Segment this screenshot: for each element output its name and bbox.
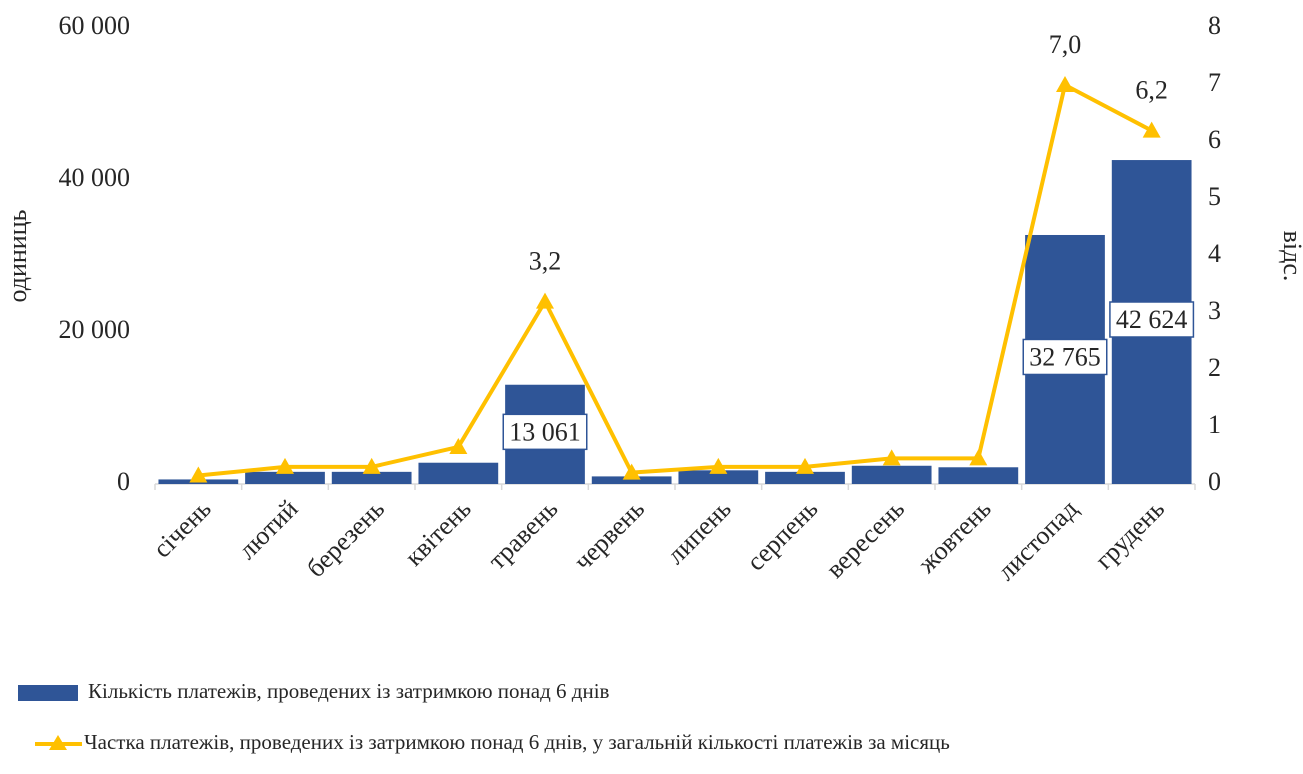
line-marker	[362, 457, 381, 474]
y2-tick-label: 2	[1208, 353, 1221, 382]
bar	[851, 465, 932, 484]
line-marker	[622, 463, 641, 480]
data-label-box	[502, 413, 588, 451]
bar	[245, 471, 325, 484]
y-tick-label: 60 000	[59, 11, 131, 40]
line	[198, 83, 1153, 478]
data-label-group: 32 765	[1022, 338, 1108, 376]
line-marker	[796, 457, 814, 474]
x-tick-label: жовтень	[912, 494, 997, 579]
legend-swatch	[18, 685, 78, 701]
y2-tick-label: 6	[1208, 125, 1221, 154]
data-label: 3,2	[529, 247, 562, 276]
x-tick-label: травень	[482, 494, 563, 575]
y2-tick-label: 5	[1208, 182, 1221, 211]
x-tick-label: червень	[568, 494, 650, 576]
data-label-box	[1109, 301, 1195, 338]
line-marker	[969, 449, 988, 466]
line-marker	[189, 466, 208, 483]
line-marker	[449, 437, 468, 454]
data-label-group: 13 061	[502, 413, 588, 451]
line-marker	[536, 292, 554, 309]
x-tick-label: грудень	[1089, 494, 1170, 575]
y2-tick-label: 1	[1208, 410, 1221, 439]
legend-label: Кількість платежів, проведених із затрим…	[88, 679, 610, 703]
x-tick-label: серпень	[741, 494, 824, 577]
line-marker	[709, 457, 728, 474]
y2-tick-label: 0	[1208, 467, 1221, 496]
y2-tick-label: 8	[1208, 11, 1221, 40]
data-label: 42 624	[1116, 305, 1188, 334]
x-tick-label: липень	[661, 494, 737, 570]
line-marker	[1056, 76, 1074, 92]
bar	[331, 471, 412, 484]
bar	[765, 471, 845, 484]
bar	[678, 470, 759, 484]
line-marker	[1142, 121, 1161, 138]
legend-marker	[49, 735, 67, 750]
data-label: 32 765	[1029, 342, 1101, 371]
data-label: 6,2	[1135, 76, 1168, 105]
data-label: 7,0	[1049, 30, 1082, 59]
y-tick-label: 40 000	[59, 163, 131, 192]
y2-tick-label: 4	[1208, 239, 1221, 268]
y-tick-label: 0	[117, 467, 130, 496]
y2-tick-label: 3	[1208, 296, 1221, 325]
bar	[418, 462, 499, 484]
x-tick-label: листопад	[991, 494, 1083, 586]
y-tick-label: 20 000	[59, 315, 131, 344]
legend-label: Частка платежів, проведених із затримкою…	[84, 730, 950, 754]
y2-axis-label: відс.	[1278, 231, 1303, 282]
line-marker	[276, 457, 294, 474]
data-label-box	[1022, 338, 1108, 376]
bar	[938, 467, 1019, 484]
data-label-group: 42 624	[1109, 301, 1195, 338]
bar	[591, 476, 672, 484]
x-tick-label: вересень	[820, 494, 910, 584]
y-axis-label: одиниць	[3, 209, 32, 302]
x-tick-label: березень	[301, 494, 390, 583]
x-tick-label: лютий	[233, 494, 304, 565]
x-tick-label: січень	[147, 494, 217, 564]
data-label: 13 061	[509, 417, 581, 446]
y2-tick-label: 7	[1208, 68, 1221, 97]
x-tick-label: квітень	[399, 494, 477, 572]
line-marker	[882, 449, 901, 466]
